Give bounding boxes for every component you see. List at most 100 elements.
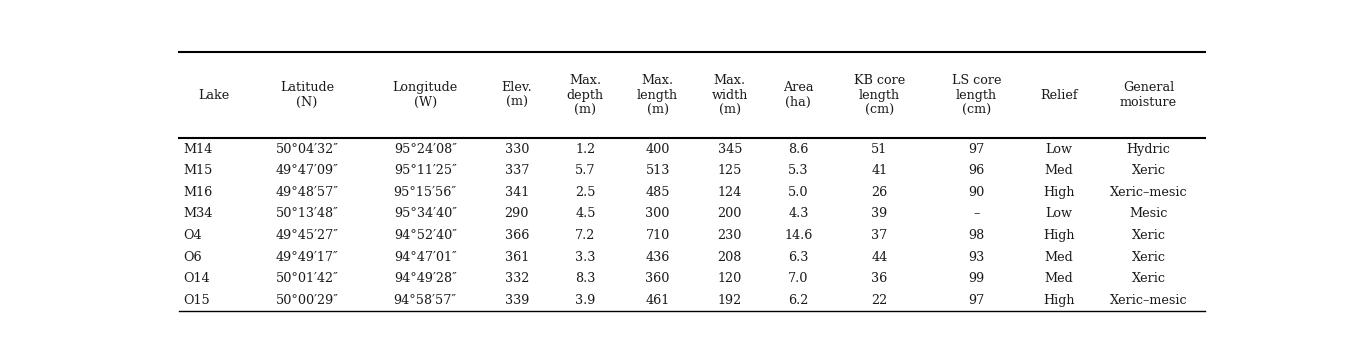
Text: 98: 98	[968, 229, 984, 242]
Text: Xeric–mesic: Xeric–mesic	[1110, 186, 1187, 199]
Text: 96: 96	[968, 164, 984, 177]
Text: 97: 97	[968, 143, 984, 156]
Text: O6: O6	[184, 251, 202, 264]
Text: 6.2: 6.2	[788, 294, 809, 307]
Text: 200: 200	[718, 207, 743, 220]
Text: High: High	[1044, 294, 1075, 307]
Text: O15: O15	[184, 294, 211, 307]
Text: Low: Low	[1045, 143, 1072, 156]
Text: 49°48′57″: 49°48′57″	[275, 186, 339, 199]
Text: O4: O4	[184, 229, 202, 242]
Text: 485: 485	[645, 186, 670, 199]
Text: 337: 337	[505, 164, 529, 177]
Text: 49°49′17″: 49°49′17″	[275, 251, 339, 264]
Text: High: High	[1044, 186, 1075, 199]
Text: 22: 22	[871, 294, 887, 307]
Text: 37: 37	[871, 229, 887, 242]
Text: 436: 436	[645, 251, 670, 264]
Text: Max.
length
(m): Max. length (m)	[637, 73, 678, 117]
Text: 230: 230	[718, 229, 743, 242]
Text: Latitude
(N): Latitude (N)	[279, 81, 333, 109]
Text: 208: 208	[718, 251, 743, 264]
Text: 461: 461	[645, 294, 670, 307]
Text: 290: 290	[505, 207, 529, 220]
Text: Relief: Relief	[1040, 88, 1077, 101]
Text: Xeric: Xeric	[1131, 251, 1165, 264]
Text: 400: 400	[645, 143, 670, 156]
Text: 5.7: 5.7	[575, 164, 595, 177]
Text: Low: Low	[1045, 207, 1072, 220]
Text: 50°04′32″: 50°04′32″	[275, 143, 339, 156]
Text: M14: M14	[184, 143, 213, 156]
Text: 36: 36	[871, 272, 887, 285]
Text: 95°34′40″: 95°34′40″	[394, 207, 456, 220]
Text: 99: 99	[968, 272, 984, 285]
Text: 94°58′57″: 94°58′57″	[394, 294, 456, 307]
Text: Elev.
(m): Elev. (m)	[501, 81, 532, 109]
Text: 4.5: 4.5	[575, 207, 595, 220]
Text: 1.2: 1.2	[575, 143, 595, 156]
Text: 7.0: 7.0	[788, 272, 809, 285]
Text: 710: 710	[645, 229, 670, 242]
Text: 41: 41	[871, 164, 887, 177]
Text: KB core
length
(cm): KB core length (cm)	[853, 73, 905, 117]
Text: 124: 124	[718, 186, 743, 199]
Text: M34: M34	[184, 207, 213, 220]
Text: 94°52′40″: 94°52′40″	[394, 229, 456, 242]
Text: 49°45′27″: 49°45′27″	[275, 229, 339, 242]
Text: 95°11′25″: 95°11′25″	[394, 164, 456, 177]
Text: 3.3: 3.3	[575, 251, 595, 264]
Text: –: –	[973, 207, 980, 220]
Text: 14.6: 14.6	[784, 229, 813, 242]
Text: 7.2: 7.2	[575, 229, 595, 242]
Text: 341: 341	[505, 186, 529, 199]
Text: 192: 192	[718, 294, 743, 307]
Text: Max.
depth
(m): Max. depth (m)	[567, 73, 603, 117]
Text: M16: M16	[184, 186, 213, 199]
Text: 49°47′09″: 49°47′09″	[275, 164, 339, 177]
Text: Lake: Lake	[198, 88, 230, 101]
Text: 5.0: 5.0	[788, 186, 809, 199]
Text: Xeric: Xeric	[1131, 164, 1165, 177]
Text: 332: 332	[505, 272, 529, 285]
Text: General
moisture: General moisture	[1120, 81, 1177, 109]
Text: Med: Med	[1045, 251, 1073, 264]
Text: 26: 26	[871, 186, 887, 199]
Text: Med: Med	[1045, 164, 1073, 177]
Text: O14: O14	[184, 272, 211, 285]
Text: 39: 39	[871, 207, 887, 220]
Text: 330: 330	[505, 143, 529, 156]
Text: 366: 366	[505, 229, 529, 242]
Text: Med: Med	[1045, 272, 1073, 285]
Text: 345: 345	[718, 143, 743, 156]
Text: 513: 513	[645, 164, 670, 177]
Text: LS core
length
(cm): LS core length (cm)	[952, 73, 1002, 117]
Text: Xeric–mesic: Xeric–mesic	[1110, 294, 1187, 307]
Text: 120: 120	[718, 272, 743, 285]
Text: Xeric: Xeric	[1131, 229, 1165, 242]
Text: Mesic: Mesic	[1130, 207, 1168, 220]
Text: 4.3: 4.3	[788, 207, 809, 220]
Text: Hydric: Hydric	[1126, 143, 1170, 156]
Text: 94°49′28″: 94°49′28″	[394, 272, 456, 285]
Text: 95°24′08″: 95°24′08″	[394, 143, 456, 156]
Text: 8.3: 8.3	[575, 272, 595, 285]
Text: 3.9: 3.9	[575, 294, 595, 307]
Text: 5.3: 5.3	[788, 164, 809, 177]
Text: 8.6: 8.6	[788, 143, 809, 156]
Text: 2.5: 2.5	[575, 186, 595, 199]
Text: 97: 97	[968, 294, 984, 307]
Text: 93: 93	[968, 251, 984, 264]
Text: 50°13′48″: 50°13′48″	[275, 207, 339, 220]
Text: 90: 90	[968, 186, 984, 199]
Text: 51: 51	[871, 143, 887, 156]
Text: 50°01′42″: 50°01′42″	[275, 272, 339, 285]
Text: 360: 360	[645, 272, 670, 285]
Text: 50°00′29″: 50°00′29″	[275, 294, 339, 307]
Text: Max.
width
(m): Max. width (m)	[711, 73, 748, 117]
Text: 300: 300	[645, 207, 670, 220]
Text: Xeric: Xeric	[1131, 272, 1165, 285]
Text: 95°15′56″: 95°15′56″	[394, 186, 456, 199]
Text: Longitude
(W): Longitude (W)	[393, 81, 458, 109]
Text: 44: 44	[871, 251, 887, 264]
